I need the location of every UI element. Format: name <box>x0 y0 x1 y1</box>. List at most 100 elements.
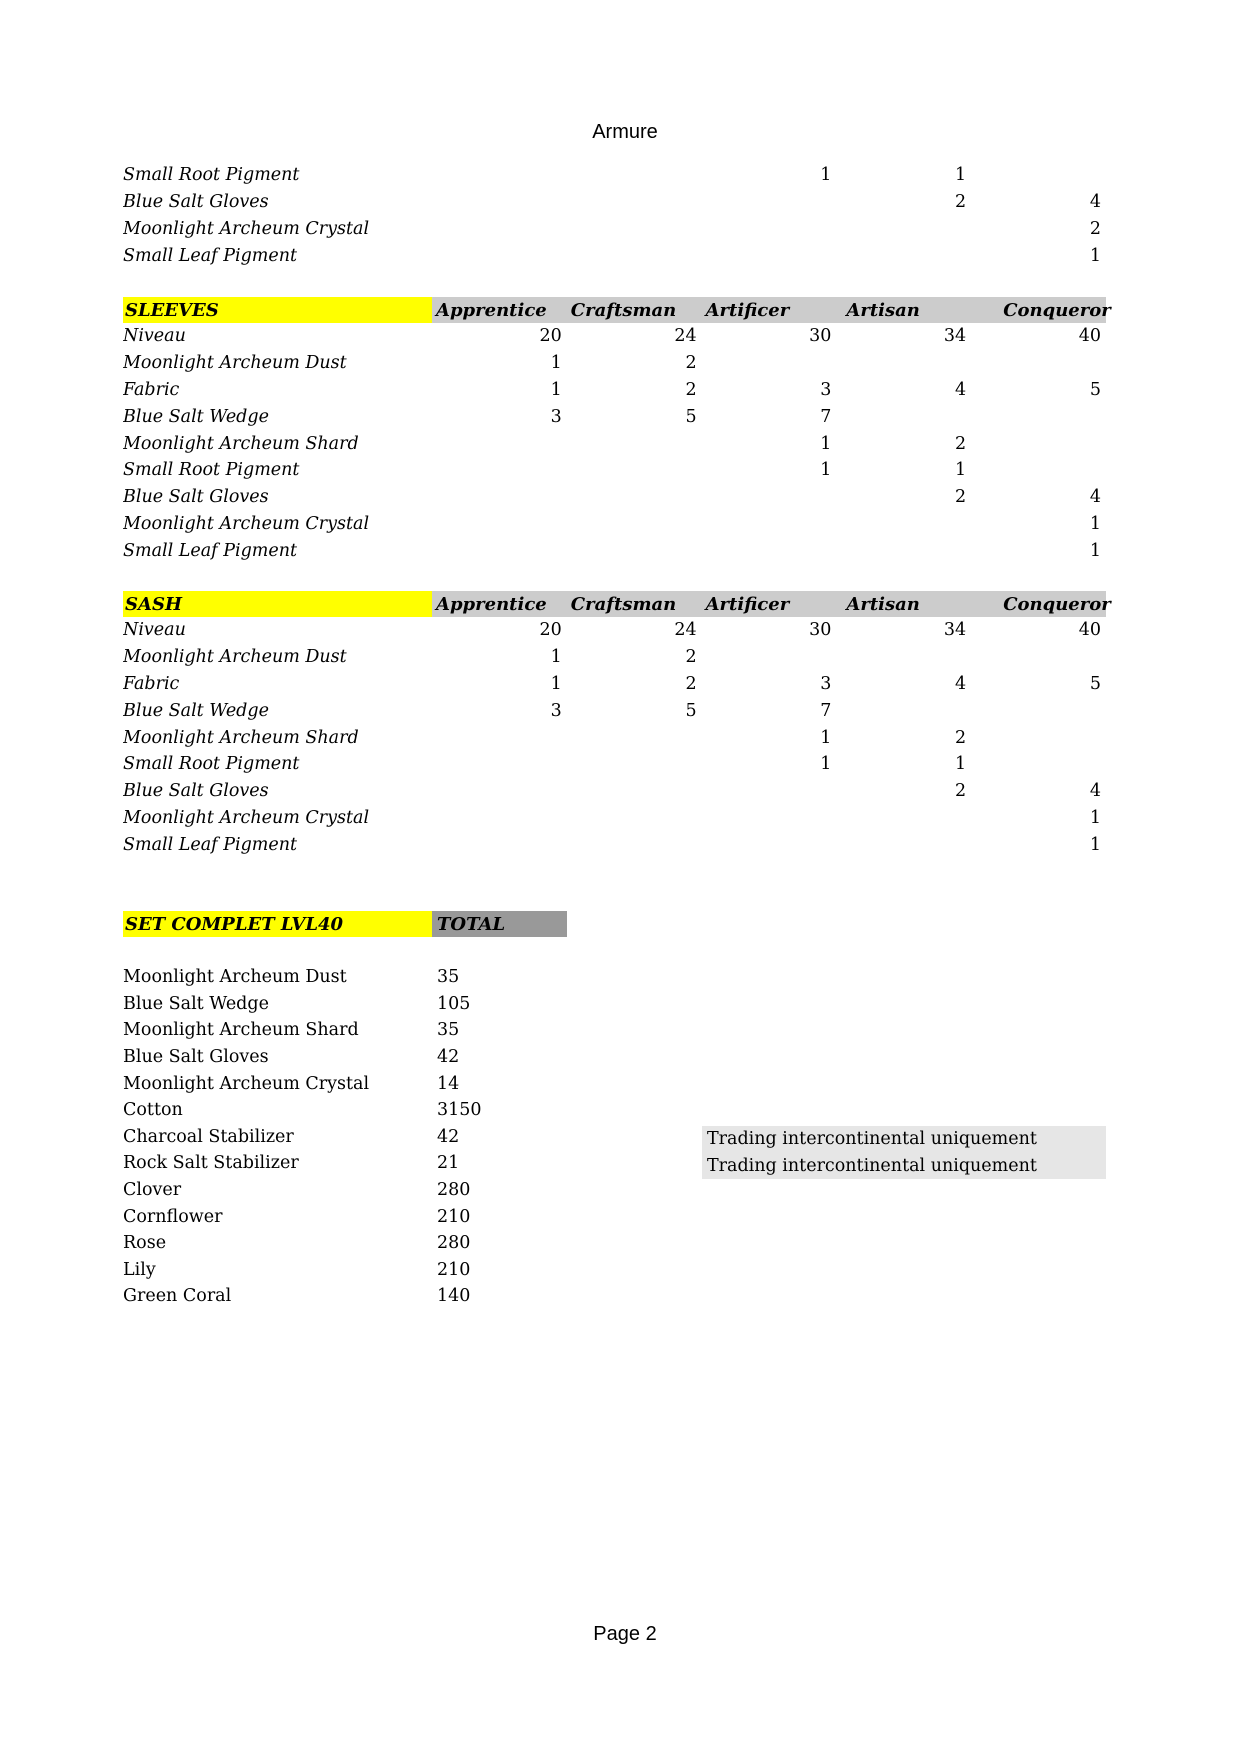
trading-note: Trading intercontinental uniquement Trad… <box>702 1126 1106 1179</box>
material-total: 35 <box>437 967 460 988</box>
total-row: Cornflower 210 <box>123 1203 1106 1230</box>
item-count: 3 <box>550 700 562 721</box>
item-count: 5 <box>685 406 697 427</box>
item-count: 4 <box>1089 487 1101 508</box>
item-name: Small Root Pigment <box>123 754 300 775</box>
item-count: 1 <box>820 460 832 481</box>
material-total: 42 <box>437 1047 460 1068</box>
table-row: Small Root Pigment 1 1 <box>123 457 1106 484</box>
total-row: Moonlight Archeum Crystal 14 <box>123 1070 1106 1097</box>
item-count: 3 <box>550 406 562 427</box>
item-count: 24 <box>674 620 697 641</box>
item-count: 4 <box>955 379 967 400</box>
item-count: 1 <box>1089 834 1101 855</box>
material-name: Charcoal Stabilizer <box>123 1126 294 1147</box>
item-name: Blue Salt Gloves <box>123 487 269 508</box>
item-name: Niveau <box>123 326 186 347</box>
page-title: Armure <box>592 121 658 143</box>
item-name: Moonlight Archeum Shard <box>123 433 359 454</box>
material-total: 3150 <box>437 1100 482 1121</box>
item-count: 2 <box>685 379 697 400</box>
continuation-table: Small Root Pigment 1 1 Blue Salt Gloves 2 4 Mo… <box>123 162 1106 269</box>
total-row: Blue Salt Gloves 42 <box>123 1044 1106 1071</box>
item-count: 1 <box>955 754 967 775</box>
table-row: Blue Salt Gloves 2 4 <box>123 484 1106 511</box>
item-count: 2 <box>685 647 697 668</box>
material-name: Rock Salt Stabilizer <box>123 1153 299 1174</box>
sash-table: SASH Apprentice Craftsman Artificer Artisan C… <box>123 591 1111 858</box>
item-count: 24 <box>674 326 697 347</box>
item-name: Blue Salt Gloves <box>123 781 269 802</box>
total-row: Rose 280 <box>123 1230 1106 1257</box>
total-row: Moonlight Archeum Shard 35 <box>123 1017 1106 1044</box>
item-count: 7 <box>820 406 832 427</box>
item-count: 4 <box>1089 192 1101 213</box>
table-row: Small Leaf Pigment 1 <box>123 831 1106 858</box>
item-name: Moonlight Archeum Shard <box>123 727 359 748</box>
table-row: Moonlight Archeum Crystal 1 <box>123 805 1106 832</box>
material-total: 210 <box>437 1206 471 1227</box>
total-header: TOTAL <box>432 911 567 937</box>
material-total: 210 <box>437 1259 471 1280</box>
table-row: Fabric 1 2 3 4 5 <box>123 377 1106 404</box>
material-name: Blue Salt Wedge <box>123 993 269 1014</box>
material-total: 105 <box>437 993 471 1014</box>
table-row: Blue Salt Gloves 2 4 <box>123 189 1106 216</box>
item-name: Fabric <box>123 379 180 400</box>
item-count: 5 <box>685 700 697 721</box>
item-count: 20 <box>539 620 562 641</box>
table-row: Moonlight Archeum Dust 1 2 <box>123 644 1106 671</box>
item-name: Moonlight Archeum Crystal <box>123 807 370 828</box>
total-row: Rock Salt Stabilizer 21 <box>123 1150 1106 1177</box>
item-count: 1 <box>550 379 562 400</box>
item-name: Small Leaf Pigment <box>123 245 298 266</box>
material-name: Rose <box>123 1233 167 1254</box>
material-total: 35 <box>437 1020 460 1041</box>
item-count: 1 <box>820 727 832 748</box>
material-total: 14 <box>437 1073 460 1094</box>
table-row: Fabric 1 2 3 4 5 <box>123 671 1106 698</box>
column-header: Craftsman <box>566 297 702 323</box>
item-count: 34 <box>943 620 967 641</box>
item-name: Moonlight Archeum Crystal <box>123 218 370 239</box>
item-count: 2 <box>955 433 967 454</box>
page-number: Page 2 <box>593 1623 657 1645</box>
item-count: 1 <box>550 353 562 374</box>
item-name: Niveau <box>123 620 186 641</box>
material-name: Moonlight Archeum Shard <box>123 1020 359 1041</box>
item-count: 30 <box>809 620 832 641</box>
table-row: Small Root Pigment 1 1 <box>123 751 1106 778</box>
section-title: SLEEVES <box>123 297 432 323</box>
table-row: Small Leaf Pigment 1 <box>123 242 1106 269</box>
item-count: 34 <box>943 326 967 347</box>
item-count: 1 <box>1089 513 1101 534</box>
item-count: 3 <box>820 379 832 400</box>
material-name: Cornflower <box>123 1206 223 1227</box>
item-count: 1 <box>820 754 832 775</box>
trading-note-line: Trading intercontinental uniquement <box>707 1155 1037 1176</box>
section-header: SASH Apprentice Craftsman Artificer Artisan C… <box>123 591 1111 617</box>
material-total: 140 <box>437 1286 471 1307</box>
set-total-table: Moonlight Archeum Dust 35 Blue Salt Wedge 1… <box>123 964 1106 1310</box>
item-name: Blue Salt Wedge <box>123 406 269 427</box>
set-total-title: SET COMPLET LVL40 <box>123 911 432 937</box>
item-count: 2 <box>955 192 967 213</box>
material-name: Cotton <box>123 1100 183 1121</box>
column-header: Conqueror <box>971 591 1111 617</box>
table-row: Blue Salt Wedge 3 5 7 <box>123 697 1106 724</box>
column-header: Apprentice <box>432 297 567 323</box>
item-count: 5 <box>1089 379 1101 400</box>
item-count: 2 <box>955 781 967 802</box>
column-header: Artificer <box>701 297 837 323</box>
sleeves-table: SLEEVES Apprentice Craftsman Artificer Artis… <box>123 297 1111 564</box>
trading-note-line: Trading intercontinental uniquement <box>707 1129 1037 1149</box>
material-total: 280 <box>437 1180 471 1201</box>
item-name: Moonlight Archeum Dust <box>123 647 347 668</box>
item-name: Small Root Pigment <box>123 460 300 481</box>
item-count: 2 <box>955 727 967 748</box>
material-name: Moonlight Archeum Crystal <box>123 1073 370 1094</box>
material-name: Lily <box>123 1259 156 1280</box>
item-name: Small Root Pigment <box>123 165 300 186</box>
material-total: 280 <box>437 1233 471 1254</box>
material-name: Moonlight Archeum Dust <box>123 967 347 988</box>
